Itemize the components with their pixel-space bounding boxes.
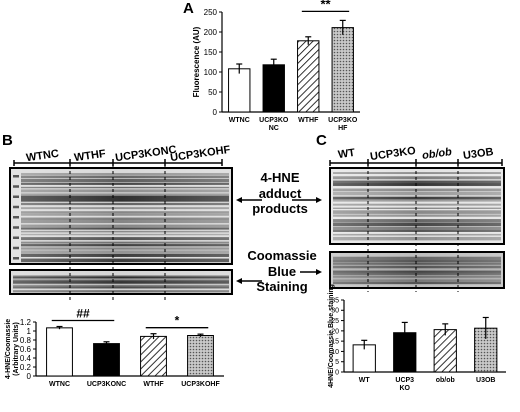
bar — [228, 68, 251, 113]
category-label: UCP3KONC — [87, 381, 126, 388]
y-tick-label: 35 — [331, 297, 339, 304]
category-label: UCP3 KO — [395, 377, 414, 392]
y-axis-label: Fluorescence (AU) — [192, 26, 201, 97]
blot-shade — [11, 271, 231, 293]
caption-arrows — [236, 197, 322, 284]
blot-b — [9, 159, 233, 300]
y-tick-label: 0.2 — [20, 363, 32, 372]
y-tick-label: 100 — [204, 68, 218, 77]
blot-shade — [331, 169, 503, 243]
y-tick-label: 1.2 — [20, 318, 32, 327]
category-label: U3OB — [476, 377, 495, 384]
blot-c-bands — [331, 169, 503, 243]
category-label: WT — [359, 377, 371, 384]
category-label: WTHF — [298, 117, 319, 124]
y-tick-label: 30 — [331, 308, 339, 315]
stain-caption: Coomassie Blue Staining — [247, 248, 317, 295]
bar — [262, 64, 285, 113]
bar — [140, 335, 167, 377]
panel-label-b: B — [2, 132, 13, 149]
y-tick-label: 15 — [331, 339, 339, 346]
panel-label-a: A — [183, 0, 194, 17]
category-label: WTNC — [49, 381, 70, 388]
blot-shade — [331, 253, 503, 287]
adduct-caption: 4-HNE adduct products — [252, 170, 308, 217]
bar — [433, 329, 457, 373]
y-tick-label: 50 — [208, 88, 217, 97]
y-tick-label: 1 — [27, 327, 32, 336]
y-tick-label: 0.8 — [20, 336, 32, 345]
bar — [187, 335, 214, 377]
bar — [93, 343, 120, 377]
y-tick-label: 10 — [331, 349, 339, 356]
blot-b-bands — [11, 169, 231, 263]
bar — [331, 27, 354, 113]
blot-shade — [11, 169, 231, 263]
category-label: WTHF — [143, 381, 164, 388]
bar — [46, 327, 73, 377]
y-tick-label: 150 — [204, 48, 218, 57]
bar — [297, 40, 320, 113]
y-axis-label: 4-HNE/Coomassie(Arbitrary Units) — [5, 319, 20, 379]
panel-label-c: C — [316, 132, 327, 149]
y-tick-label: 0.6 — [20, 345, 32, 354]
y-tick-label: 5 — [335, 359, 339, 366]
y-tick-label: 25 — [331, 318, 339, 325]
significance-mark: ** — [320, 0, 331, 11]
y-tick-label: 250 — [204, 8, 218, 17]
stain-c-bands — [331, 253, 503, 287]
lane-label: WT — [337, 146, 356, 162]
y-axis-label: 4HNE/Coomassie Blue staining — [328, 284, 335, 388]
category-label: ob/ob — [436, 377, 455, 384]
y-tick-label: 200 — [204, 28, 218, 37]
y-tick-label: 0 — [213, 108, 218, 117]
stain-b-bands — [11, 271, 231, 293]
significance-mark: ## — [76, 307, 90, 321]
category-label: UCP3KOHF — [181, 381, 220, 388]
category-label: WTNC — [229, 117, 250, 124]
significance-mark: * — [175, 314, 180, 328]
y-tick-label: 0.4 — [20, 354, 32, 363]
y-tick-label: 20 — [331, 328, 339, 335]
chart-b: 00.20.40.60.811.24-HNE/Coomassie(Arbitra… — [5, 307, 224, 388]
blot-c — [329, 159, 505, 292]
y-tick-label: 0 — [335, 369, 339, 376]
y-tick-label: 0 — [27, 372, 32, 381]
